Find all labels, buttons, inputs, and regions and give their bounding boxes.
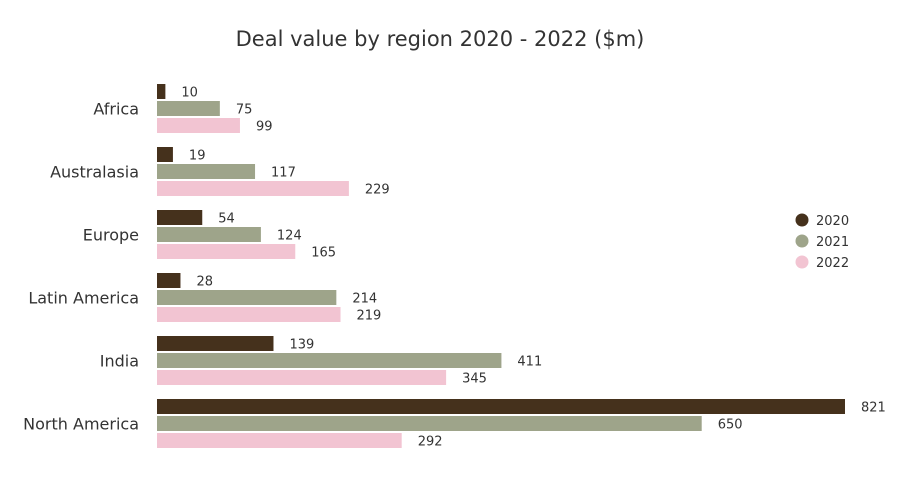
value-label: 99 [256,120,273,135]
category-label-africa: Africa [93,100,139,119]
value-label: 75 [236,103,253,118]
value-label: 124 [277,229,302,244]
value-label: 411 [517,355,542,370]
value-label: 345 [462,372,487,387]
bar-australasia-2021 [157,164,256,179]
value-label: 19 [189,149,206,164]
bars-group [157,84,845,448]
value-label: 28 [196,275,213,290]
bar-latin-america-2021 [157,290,337,305]
bar-latin-america-2020 [157,273,181,288]
bar-europe-2020 [157,210,203,225]
bar-north-america-2021 [157,416,702,431]
bar-australasia-2020 [157,147,173,162]
bar-europe-2022 [157,244,296,259]
legend-marker-2020 [795,213,809,227]
legend-marker-2021 [795,234,809,248]
value-label: 54 [218,212,235,227]
value-label: 229 [365,183,390,198]
value-label: 292 [418,435,443,450]
category-label-india: India [100,352,139,371]
bar-india-2021 [157,353,502,368]
bar-africa-2022 [157,118,240,133]
bar-australasia-2022 [157,181,349,196]
value-label: 219 [357,309,382,324]
category-label-north-america: North America [23,415,139,434]
bar-africa-2021 [157,101,220,116]
bar-north-america-2020 [157,399,845,414]
legend-marker-2022 [795,255,809,269]
bar-india-2020 [157,336,274,351]
value-label: 139 [289,338,314,353]
legend-label-2021: 2021 [816,235,849,250]
value-label: 165 [311,246,336,261]
chart-title: Deal value by region 2020 - 2022 ($m) [236,27,645,51]
bar-europe-2021 [157,227,261,242]
category-labels: Africa Australasia Europe Latin America Indi… [23,100,139,434]
value-label: 117 [271,166,296,181]
bar-north-america-2022 [157,433,402,448]
value-label: 214 [352,292,377,307]
category-label-europe: Europe [83,226,139,245]
legend-label-2020: 2020 [816,214,849,229]
bar-africa-2020 [157,84,166,99]
bar-latin-america-2022 [157,307,341,322]
legend: 2020 2021 2022 [795,213,849,271]
value-label: 650 [718,418,743,433]
value-label: 10 [181,86,198,101]
bar-india-2022 [157,370,447,385]
category-label-latin-america: Latin America [28,289,139,308]
category-label-australasia: Australasia [50,163,139,182]
legend-label-2022: 2022 [816,256,849,271]
value-label: 821 [861,401,886,416]
